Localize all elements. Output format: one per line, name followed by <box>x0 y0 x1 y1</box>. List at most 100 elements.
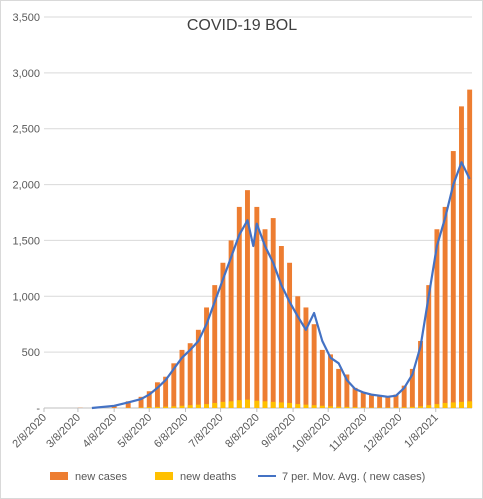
y-tick-label: 3,500 <box>12 12 40 24</box>
case-bar <box>236 206 242 408</box>
death-bar <box>228 401 234 408</box>
death-bar <box>393 407 399 408</box>
death-bar <box>328 406 333 408</box>
legend-label-avg: 7 per. Mov. Avg. ( new cases) <box>282 471 425 483</box>
legend-label-deaths: new deaths <box>180 471 237 483</box>
moving-average-series <box>91 161 471 410</box>
death-bar <box>262 401 268 408</box>
chart-title: COVID-19 BOL <box>187 17 297 34</box>
death-bar <box>236 400 242 408</box>
death-bar <box>287 402 293 408</box>
y-tick-label: 3,000 <box>12 68 40 80</box>
case-bar <box>377 395 383 408</box>
legend-swatch-deaths <box>155 472 173 480</box>
death-bar <box>295 404 301 408</box>
y-tick-label: 2,000 <box>12 180 40 192</box>
case-bar <box>262 229 268 408</box>
case-bar <box>171 363 177 408</box>
case-bar <box>319 349 325 408</box>
death-bar <box>204 404 210 408</box>
case-bar <box>409 368 415 408</box>
legend-label-cases: new cases <box>75 471 127 483</box>
case-bar <box>401 385 407 408</box>
case-bar <box>204 307 210 408</box>
case-bar <box>228 240 234 408</box>
case-bar <box>146 391 152 408</box>
death-bar <box>459 401 464 408</box>
case-bar <box>467 89 473 408</box>
death-bar <box>138 407 144 408</box>
death-bar <box>187 405 193 408</box>
case-bar <box>220 262 226 408</box>
death-bar <box>467 401 473 408</box>
case-bar <box>368 394 374 408</box>
case-bar <box>344 374 350 408</box>
y-tick-label: 1,500 <box>12 235 40 247</box>
death-bar <box>401 407 407 408</box>
death-bar <box>270 401 276 408</box>
case-bar <box>179 349 185 408</box>
case-bar <box>352 387 358 408</box>
y-tick-label: 500 <box>22 347 40 359</box>
death-bar <box>245 399 250 408</box>
y-tick-label: 2,500 <box>12 124 40 136</box>
case-bar <box>254 206 260 408</box>
case-bar <box>459 106 464 408</box>
death-bar <box>146 407 152 408</box>
death-bar <box>450 402 456 408</box>
case-bar <box>442 206 448 408</box>
gridlines <box>44 16 472 409</box>
death-bar <box>254 400 260 408</box>
death-bar <box>409 406 415 408</box>
case-bar <box>245 190 250 408</box>
case-bar <box>212 285 218 408</box>
death-bar <box>352 407 358 408</box>
case-bar <box>163 376 169 408</box>
death-bar <box>360 407 366 408</box>
death-bar <box>220 401 226 408</box>
death-bar <box>195 404 201 408</box>
death-bar <box>426 405 432 408</box>
moving-average-line <box>91 161 471 410</box>
deaths-bars <box>111 399 473 408</box>
case-bar <box>278 246 284 408</box>
case-bar <box>385 396 391 408</box>
case-bar <box>187 343 193 408</box>
case-bar <box>336 368 342 408</box>
death-bar <box>163 406 169 408</box>
cases-bars <box>77 89 473 409</box>
death-bar <box>212 402 218 408</box>
case-bar <box>154 382 160 408</box>
case-bar <box>426 285 432 408</box>
death-bar <box>418 406 424 408</box>
legend: new cases new deaths 7 per. Mov. Avg. ( ne… <box>50 471 425 483</box>
death-bar <box>303 404 309 408</box>
case-bar <box>270 218 276 408</box>
case-bar <box>303 307 309 408</box>
case-bar <box>418 340 424 408</box>
death-bar <box>442 402 448 408</box>
death-bar <box>179 405 185 408</box>
case-bar <box>287 262 293 408</box>
case-bar <box>360 392 366 408</box>
y-tick-label: 1,000 <box>12 291 40 303</box>
y-axis-ticks: - 500 1,000 1,500 2,000 2,500 3,000 3,500 <box>12 12 40 415</box>
case-bar <box>138 396 144 408</box>
case-bar <box>450 151 456 409</box>
case-bar <box>311 324 317 408</box>
y-tick-label: - <box>36 403 40 415</box>
case-bar <box>295 296 301 408</box>
death-bar <box>171 406 177 408</box>
case-bar <box>434 229 440 408</box>
death-bar <box>336 406 342 408</box>
case-bar <box>328 354 333 408</box>
death-bar <box>319 405 325 408</box>
death-bar <box>278 402 284 408</box>
death-bar <box>344 406 350 408</box>
death-bar <box>154 406 160 408</box>
legend-swatch-cases <box>50 472 68 480</box>
case-bar <box>195 329 201 408</box>
death-bar <box>311 405 317 408</box>
